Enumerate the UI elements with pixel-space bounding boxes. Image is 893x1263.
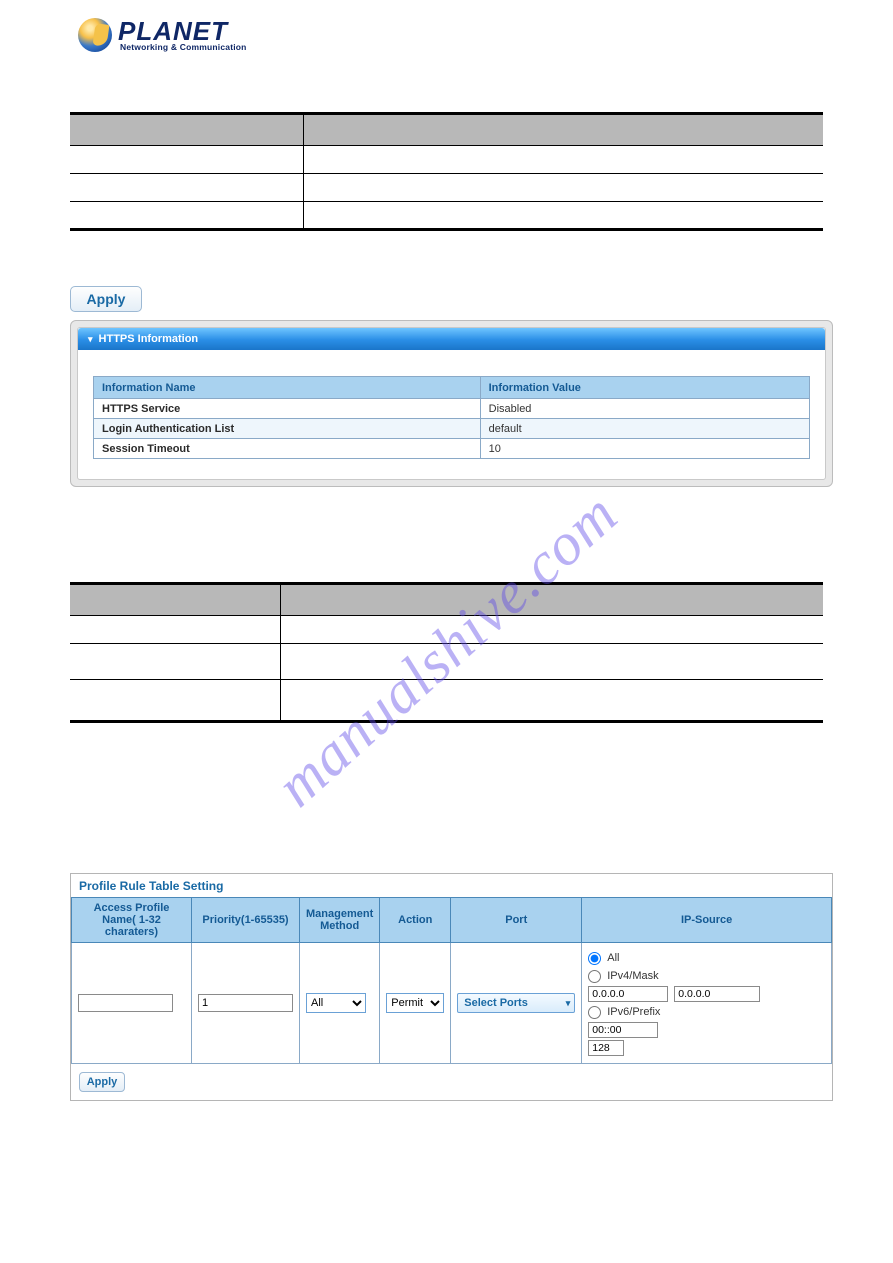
def1-th-desc	[303, 114, 823, 146]
row-session-timeout-value: 10	[480, 439, 809, 459]
cell-method: All	[300, 943, 380, 1064]
definition-table-1	[70, 112, 823, 231]
th-action: Action	[380, 898, 451, 943]
profile-panel-title: Profile Rule Table Setting	[71, 874, 832, 897]
th-access-profile-name: Access Profile Name( 1-32 charaters)	[72, 898, 192, 943]
def1-r2-c2	[303, 174, 823, 202]
https-info-table: Information Name Information Value HTTPS…	[93, 376, 810, 459]
brand-text: PLANET Networking & Communication	[118, 18, 247, 52]
th-ip-source: IP-Source	[582, 898, 832, 943]
def2-th-object	[70, 584, 281, 616]
profile-rule-panel: Profile Rule Table Setting Access Profil…	[70, 873, 833, 1101]
def2-r1-c2	[281, 616, 823, 644]
row-login-auth-value: default	[480, 419, 809, 439]
cell-profile-name	[72, 943, 192, 1064]
chevron-down-icon: ▾	[566, 998, 571, 1009]
priority-input[interactable]	[198, 994, 293, 1012]
profile-apply-button[interactable]: Apply	[79, 1072, 125, 1092]
apply-button[interactable]: Apply	[70, 286, 142, 312]
profile-name-input[interactable]	[78, 994, 173, 1012]
def1-r3-c1	[70, 202, 303, 230]
management-method-select[interactable]: All	[306, 993, 366, 1013]
row-https-service-value: Disabled	[480, 399, 809, 419]
planet-orb-icon	[78, 18, 112, 52]
brand-logo: PLANET Networking & Communication	[0, 0, 893, 52]
collapse-icon: ▾	[88, 334, 93, 345]
def2-r3-c1	[70, 680, 281, 722]
def2-r3-c2	[281, 680, 823, 722]
panel-title: HTTPS Information	[99, 333, 199, 345]
ip-v4mask-radio[interactable]	[588, 970, 601, 983]
https-info-panel: ▾ HTTPS Information Information Name Inf…	[70, 320, 833, 487]
row-https-service-name: HTTPS Service	[94, 399, 481, 419]
col-info-value: Information Value	[480, 377, 809, 399]
ipv4-address-input[interactable]	[588, 986, 668, 1002]
def2-r2-c2	[281, 644, 823, 680]
row-session-timeout-name: Session Timeout	[94, 439, 481, 459]
th-management-method: Management Method	[300, 898, 380, 943]
ipv6-address-input[interactable]	[588, 1022, 658, 1038]
def2-th-desc	[281, 584, 823, 616]
action-select[interactable]: Permit	[386, 993, 444, 1013]
cell-priority	[192, 943, 300, 1064]
def1-th-object	[70, 114, 303, 146]
cell-port: Select Ports ▾	[451, 943, 582, 1064]
select-ports-dropdown[interactable]: Select Ports ▾	[457, 993, 575, 1013]
cell-ip-source: All IPv4/Mask IPv6/Prefix	[582, 943, 832, 1064]
ip-v6prefix-label: IPv6/Prefix	[607, 1006, 660, 1018]
th-priority: Priority(1-65535)	[192, 898, 300, 943]
def1-r1-c2	[303, 146, 823, 174]
ip-v4mask-label: IPv4/Mask	[607, 970, 658, 982]
ipv6-prefix-input[interactable]	[588, 1040, 624, 1056]
brand-tagline: Networking & Communication	[118, 43, 247, 52]
def1-r2-c1	[70, 174, 303, 202]
def2-r1-c1	[70, 616, 281, 644]
th-port: Port	[451, 898, 582, 943]
ip-all-label: All	[607, 952, 619, 964]
ip-v6prefix-radio[interactable]	[588, 1006, 601, 1019]
def2-r2-c1	[70, 644, 281, 680]
definition-table-2	[70, 582, 823, 723]
def1-r3-c2	[303, 202, 823, 230]
def1-r1-c1	[70, 146, 303, 174]
cell-action: Permit	[380, 943, 451, 1064]
ip-all-radio[interactable]	[588, 952, 601, 965]
panel-header[interactable]: ▾ HTTPS Information	[78, 328, 825, 350]
profile-rule-table: Access Profile Name( 1-32 charaters) Pri…	[71, 897, 832, 1064]
row-login-auth-name: Login Authentication List	[94, 419, 481, 439]
col-info-name: Information Name	[94, 377, 481, 399]
brand-word: PLANET	[118, 18, 247, 44]
select-ports-label: Select Ports	[464, 997, 528, 1009]
ipv4-mask-input[interactable]	[674, 986, 760, 1002]
